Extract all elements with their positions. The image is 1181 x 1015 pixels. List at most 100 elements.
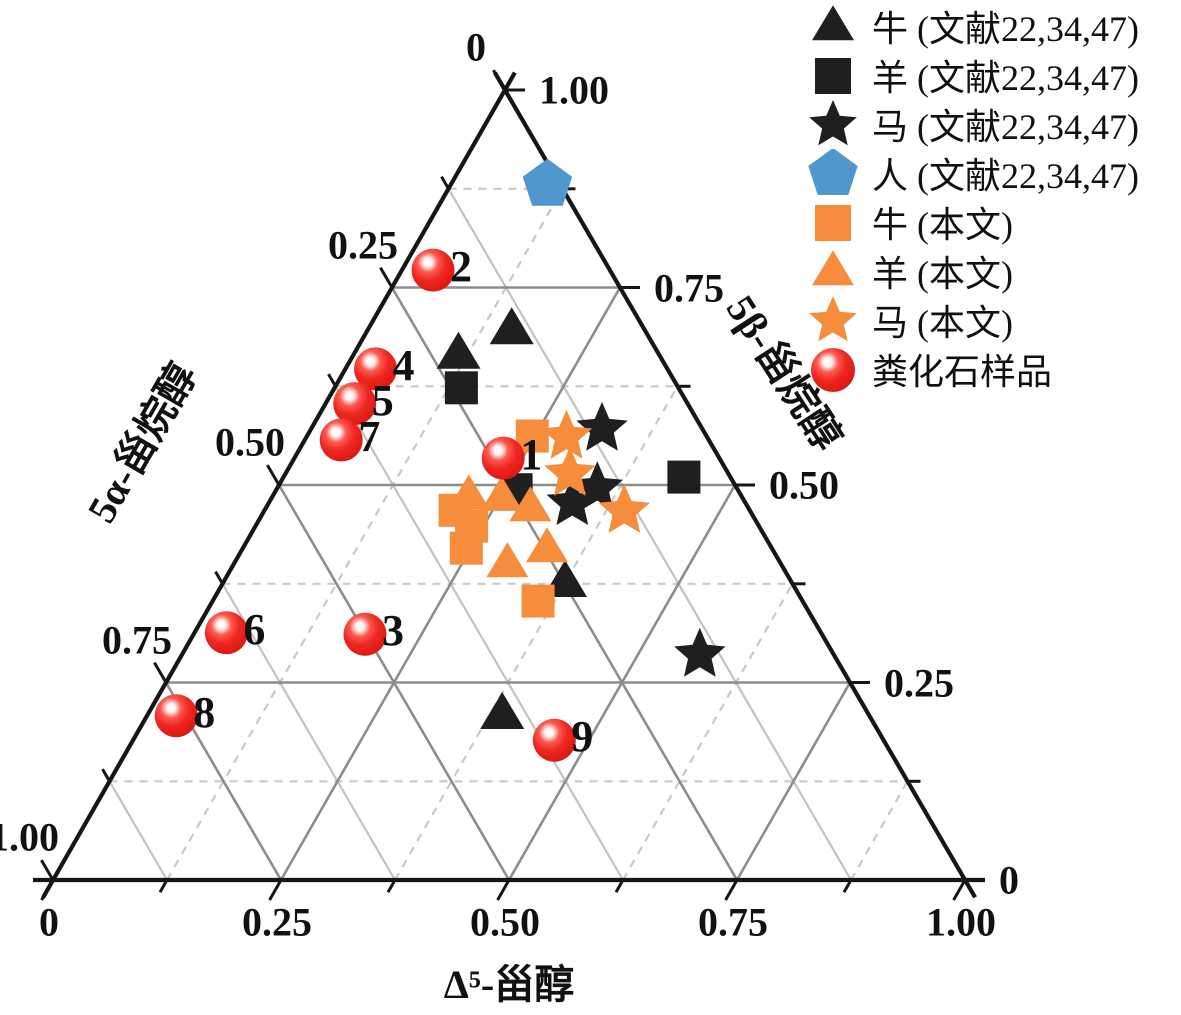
gridline-minor-delta5 <box>394 385 679 881</box>
gridline-major-delta5 <box>279 286 622 881</box>
point-coprolite <box>154 694 198 738</box>
bottom-axis-tick-label: 0 <box>39 899 59 945</box>
bottom-axis-minor-tick <box>614 879 625 893</box>
bottom-axis-tick-label: 1.00 <box>926 899 996 945</box>
left-axis-major-tick <box>492 69 507 91</box>
point-coprolite <box>354 347 397 391</box>
bottom-axis-title: Δ⁵-甾醇 <box>443 962 575 1007</box>
legend-label: 粪化石样品 <box>872 351 1053 392</box>
point-coprolite <box>411 248 455 292</box>
legend-item-horse-lit: 马 (文献22,34,47) <box>806 99 1139 148</box>
sample-number-label: 2 <box>450 242 472 292</box>
legend-label: 马 (文献22,34,47) <box>872 106 1139 147</box>
legend-item-sheep-lit: 羊 (文献22,34,47) <box>806 50 1139 99</box>
left-axis-minor-tick <box>214 570 224 585</box>
point-coprolite <box>343 612 387 656</box>
legend: 牛 (文献22,34,47) 羊 (文献22,34,47) 马 (文献22,34,4… <box>806 1 1139 393</box>
point-sheep-this <box>447 474 490 510</box>
point-coprolite <box>481 436 525 480</box>
point-horse-lit <box>674 627 726 677</box>
bottom-axis-minor-tick <box>386 879 397 893</box>
point-coprolite <box>204 611 248 655</box>
left-axis-major-tick <box>153 661 168 684</box>
point-horse-this <box>544 446 596 496</box>
point-human-lit <box>522 158 573 206</box>
point-sheep-this <box>526 527 568 563</box>
gridline-major-5alpha <box>277 484 511 881</box>
bottom-axis-tick-label: 0.25 <box>242 899 312 945</box>
bottom-axis-tick-label: 0.50 <box>470 899 540 945</box>
legend-label: 人 (文献22,34,47) <box>872 155 1139 196</box>
left-axis-tick-label: 0.75 <box>102 617 172 662</box>
right-axis-tick-label: 1.00 <box>539 67 609 113</box>
triangle-icon <box>812 4 854 40</box>
sample-number-label: 6 <box>243 604 266 654</box>
sample-number-label: 3 <box>382 606 404 656</box>
bottom-axis-minor-tick <box>158 879 169 893</box>
point-coprolite <box>333 382 377 426</box>
left-axis-minor-tick <box>440 175 450 190</box>
gridline-minor-delta5 <box>622 583 794 881</box>
legend-item-coprolite: 粪化石样品 <box>806 344 1139 393</box>
gridline-minor-5alpha <box>447 188 852 881</box>
left-axis-major-tick <box>266 464 281 486</box>
gridline-minor-5alpha <box>108 780 168 881</box>
square-icon <box>815 204 851 241</box>
right-axis-tick-label: 0.50 <box>769 462 839 508</box>
point-sheep-this <box>509 486 552 522</box>
sample-number-label: 5 <box>371 375 394 425</box>
point-sheep-this <box>480 475 523 511</box>
triangle-icon <box>812 249 854 285</box>
sample-number-label: 9 <box>571 712 594 762</box>
gridline-major-delta5 <box>735 681 852 881</box>
point-cattle-lit <box>436 331 481 369</box>
right-axis-tick-label: 0.75 <box>654 265 724 310</box>
right-axis-tick-label: 0.25 <box>884 660 954 705</box>
left-axis-minor-tick <box>101 768 111 783</box>
pentagon-icon <box>808 148 858 195</box>
left-axis-tick-label: 0.50 <box>215 419 285 465</box>
star-icon <box>809 295 857 341</box>
point-coprolite <box>532 718 576 762</box>
left-axis-tick-label: 1.00 <box>0 814 59 860</box>
point-sheep-this <box>486 542 529 578</box>
gridline-minor-delta5 <box>166 188 564 881</box>
point-coprolite <box>319 418 363 462</box>
bottom-axis-major-tick <box>268 879 283 901</box>
point-cattle-lit <box>489 307 534 345</box>
gridline-minor-delta5 <box>850 780 909 881</box>
legend-item-human-lit: 人 (文献22,34,47) <box>806 148 1139 197</box>
bottom-axis-tick-label: 0.75 <box>698 899 768 945</box>
point-cattle-this <box>449 531 483 565</box>
gridline-major-delta5 <box>507 484 737 881</box>
legend-label: 羊 (本文) <box>872 253 1013 294</box>
left-axis-tick-label: 0 <box>466 24 486 70</box>
bottom-axis-major-tick <box>952 879 967 901</box>
left-axis-minor-tick <box>327 373 337 388</box>
right-axis-tick-label: 0 <box>999 857 1019 903</box>
legend-item-cattle-lit: 牛 (文献22,34,47) <box>806 1 1139 50</box>
sample-number-label: 8 <box>193 687 216 737</box>
square-icon <box>815 57 851 94</box>
legend-label: 马 (本文) <box>872 302 1013 343</box>
bottom-axis-major-tick <box>496 879 511 901</box>
star-icon <box>809 99 857 145</box>
left-axis-major-tick <box>379 266 394 289</box>
legend-label: 羊 (文献22,34,47) <box>872 57 1139 98</box>
point-sheep-lit <box>667 460 701 494</box>
point-sheep-lit <box>444 371 478 405</box>
point-horse-this <box>598 484 650 533</box>
sample-number-label: 4 <box>392 340 415 390</box>
legend-label: 牛 (文献22,34,47) <box>872 8 1139 49</box>
gridline-minor-5alpha <box>334 385 624 881</box>
left-axis-major-tick <box>40 859 55 881</box>
gridline-minor-5alpha <box>221 583 396 881</box>
point-horse-lit <box>546 476 598 525</box>
point-horse-this <box>540 409 593 459</box>
bottom-axis-major-tick <box>40 879 55 901</box>
point-cattle-this <box>521 584 555 618</box>
sample-number-label: 7 <box>358 412 381 461</box>
point-cattle-lit <box>480 692 525 729</box>
bottom-axis-major-tick <box>724 879 739 901</box>
